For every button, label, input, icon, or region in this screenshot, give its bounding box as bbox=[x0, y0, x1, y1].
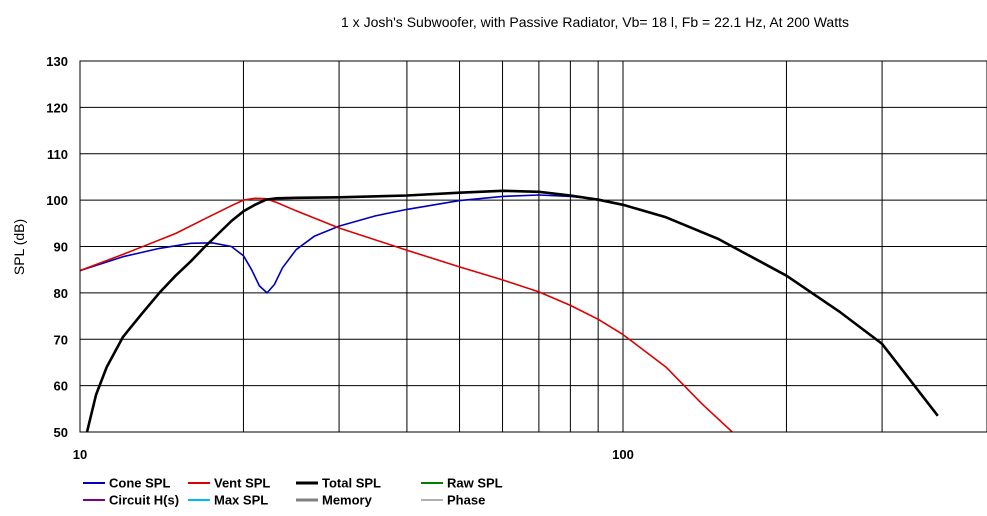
y-tick-label: 60 bbox=[54, 379, 68, 394]
y-tick-label: 130 bbox=[46, 54, 68, 69]
gridlines bbox=[80, 60, 987, 433]
legend-label: Cone SPL bbox=[109, 476, 170, 491]
legend-label: Raw SPL bbox=[447, 476, 503, 491]
y-tick-label: 90 bbox=[54, 240, 68, 255]
chart-title: 1 x Josh's Subwoofer, with Passive Radia… bbox=[341, 14, 849, 30]
legend-label: Phase bbox=[447, 493, 485, 508]
y-axis-label: SPL (dB) bbox=[11, 219, 27, 275]
plot-frame bbox=[79, 60, 987, 433]
legend-label: Max SPL bbox=[214, 493, 268, 508]
y-tick-label: 80 bbox=[54, 286, 68, 301]
y-tick-label: 100 bbox=[46, 193, 68, 208]
legend-label: Total SPL bbox=[322, 476, 381, 491]
y-tick-label: 110 bbox=[47, 147, 68, 162]
y-tick-label: 70 bbox=[54, 332, 68, 347]
series-total-splline bbox=[85, 189, 939, 432]
x-tick-labels: 10 100 bbox=[73, 447, 634, 462]
series-vent-splline bbox=[80, 197, 734, 432]
legend-label: Circuit H(s) bbox=[109, 493, 179, 508]
y-tick-labels: 130 120 110 100 90 80 70 60 50 bbox=[46, 54, 68, 440]
x-tick-label: 10 bbox=[73, 447, 87, 462]
series-layer bbox=[80, 189, 939, 432]
legend-label: Vent SPL bbox=[214, 476, 270, 491]
x-tick-label: 100 bbox=[612, 447, 634, 462]
legend: Cone SPL Vent SPL Total SPL Raw SPL Circuit … bbox=[83, 476, 503, 508]
legend-label: Memory bbox=[322, 493, 373, 508]
y-tick-label: 50 bbox=[54, 425, 68, 440]
series-cone-splline bbox=[80, 194, 624, 294]
y-tick-label: 120 bbox=[46, 100, 68, 115]
